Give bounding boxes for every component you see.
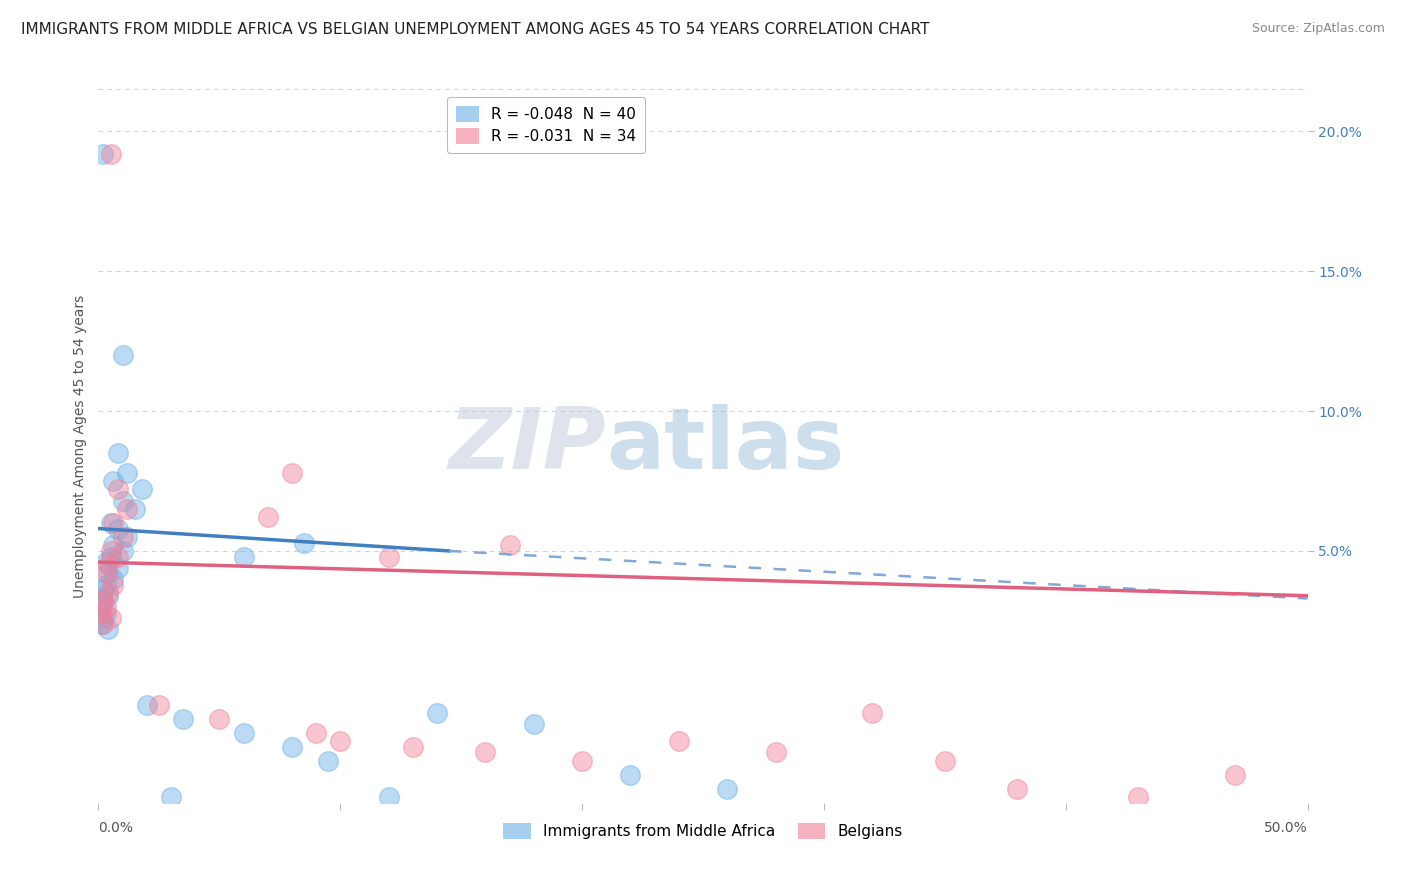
Point bbox=[94, 566, 117, 581]
Point bbox=[377, 549, 399, 564]
Point bbox=[107, 560, 129, 574]
Point bbox=[90, 616, 112, 631]
Point bbox=[91, 594, 114, 608]
Point bbox=[97, 586, 120, 600]
Point bbox=[101, 572, 124, 586]
Point bbox=[305, 726, 328, 740]
Point bbox=[619, 768, 641, 782]
Point bbox=[107, 483, 129, 497]
Point bbox=[1223, 768, 1246, 782]
Point bbox=[498, 538, 520, 552]
Point bbox=[668, 734, 690, 748]
Point bbox=[97, 566, 120, 581]
Point bbox=[100, 549, 122, 564]
Y-axis label: Unemployment Among Ages 45 to 54 years: Unemployment Among Ages 45 to 54 years bbox=[73, 294, 87, 598]
Point bbox=[135, 698, 157, 712]
Point bbox=[716, 781, 738, 796]
Point bbox=[91, 583, 114, 598]
Text: 50.0%: 50.0% bbox=[1264, 821, 1308, 835]
Point bbox=[208, 712, 231, 726]
Point bbox=[117, 530, 139, 544]
Point bbox=[934, 754, 956, 768]
Point bbox=[111, 544, 134, 558]
Point bbox=[94, 606, 117, 620]
Legend: Immigrants from Middle Africa, Belgians: Immigrants from Middle Africa, Belgians bbox=[496, 817, 910, 845]
Point bbox=[97, 622, 120, 636]
Point bbox=[111, 493, 134, 508]
Point bbox=[474, 746, 496, 760]
Point bbox=[100, 611, 122, 625]
Point bbox=[256, 510, 278, 524]
Point bbox=[117, 466, 139, 480]
Point bbox=[107, 522, 129, 536]
Point bbox=[94, 555, 117, 569]
Text: 0.0%: 0.0% bbox=[98, 821, 134, 835]
Point bbox=[292, 535, 315, 549]
Point bbox=[97, 558, 120, 572]
Point bbox=[523, 717, 546, 731]
Point bbox=[94, 599, 117, 614]
Point bbox=[160, 790, 183, 805]
Point bbox=[1007, 781, 1029, 796]
Point bbox=[101, 538, 124, 552]
Point bbox=[111, 348, 134, 362]
Point bbox=[91, 146, 114, 161]
Point bbox=[94, 577, 117, 591]
Point bbox=[101, 577, 124, 591]
Point bbox=[281, 739, 304, 754]
Point bbox=[232, 726, 254, 740]
Text: atlas: atlas bbox=[606, 404, 845, 488]
Point bbox=[316, 754, 339, 768]
Point bbox=[90, 599, 112, 614]
Point bbox=[1128, 790, 1150, 805]
Point bbox=[91, 611, 114, 625]
Text: ZIP: ZIP bbox=[449, 404, 606, 488]
Point bbox=[281, 466, 304, 480]
Point bbox=[100, 544, 122, 558]
Point bbox=[107, 446, 129, 460]
Point bbox=[90, 606, 112, 620]
Point bbox=[426, 706, 449, 721]
Point bbox=[131, 483, 153, 497]
Point bbox=[571, 754, 593, 768]
Text: IMMIGRANTS FROM MIDDLE AFRICA VS BELGIAN UNEMPLOYMENT AMONG AGES 45 TO 54 YEARS : IMMIGRANTS FROM MIDDLE AFRICA VS BELGIAN… bbox=[21, 22, 929, 37]
Point bbox=[172, 712, 194, 726]
Point bbox=[765, 746, 787, 760]
Point bbox=[91, 594, 114, 608]
Point bbox=[107, 549, 129, 564]
Point bbox=[402, 739, 425, 754]
Point bbox=[117, 502, 139, 516]
Point bbox=[329, 734, 352, 748]
Point bbox=[101, 474, 124, 488]
Point bbox=[100, 516, 122, 530]
Point bbox=[97, 589, 120, 603]
Point bbox=[111, 530, 134, 544]
Point bbox=[101, 516, 124, 530]
Point bbox=[91, 616, 114, 631]
Point bbox=[148, 698, 170, 712]
Point bbox=[232, 549, 254, 564]
Text: Source: ZipAtlas.com: Source: ZipAtlas.com bbox=[1251, 22, 1385, 36]
Point bbox=[124, 502, 146, 516]
Point bbox=[377, 790, 399, 805]
Point bbox=[100, 146, 122, 161]
Point bbox=[860, 706, 883, 721]
